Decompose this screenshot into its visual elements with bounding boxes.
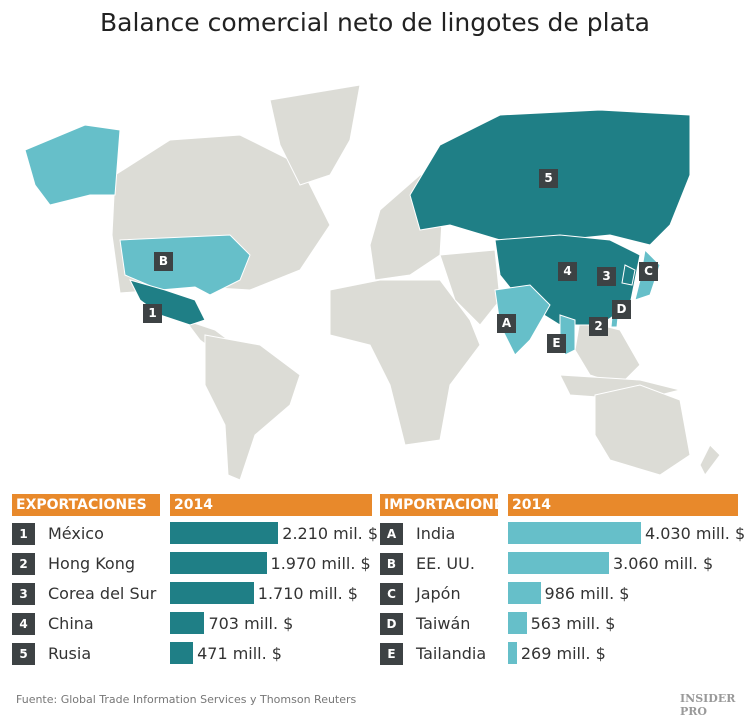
exports-header: EXPORTACIONES	[12, 494, 160, 516]
map-marker-C: C	[639, 262, 658, 281]
country-name: Tailandia	[416, 644, 487, 663]
table-row: 4 China 703 mill. $	[0, 609, 750, 639]
table-row: 3 Corea del Sur 1.710 mill. $	[0, 579, 750, 609]
rank-badge: 2	[12, 553, 35, 575]
value-label: 1.970 mill. $	[270, 554, 371, 573]
bar	[170, 582, 254, 604]
rank-badge: C	[380, 583, 403, 605]
value-label: 986 mill. $	[544, 584, 630, 603]
world-map	[24, 84, 721, 481]
bar	[170, 552, 267, 574]
bar	[508, 642, 517, 664]
korea	[621, 264, 636, 286]
value-label: 703 mill. $	[208, 614, 294, 633]
rank-badge: 4	[12, 613, 35, 635]
alaska	[24, 124, 121, 206]
bar	[170, 612, 205, 634]
table-row: C Japón 986 mill. $	[0, 579, 750, 609]
country-name: Japón	[416, 584, 461, 603]
map-marker-A: A	[497, 314, 516, 333]
south-america	[204, 334, 301, 481]
map-marker-5: 5	[539, 169, 558, 188]
bar	[170, 642, 194, 664]
value-label: 563 mill. $	[530, 614, 616, 633]
rank-badge: D	[380, 613, 403, 635]
rank-badge: E	[380, 643, 403, 665]
new-zealand	[699, 444, 721, 476]
table-row: B EE. UU. 3.060 mill. $	[0, 549, 750, 579]
africa	[329, 279, 481, 446]
rank-badge: 1	[12, 523, 35, 545]
country-name: China	[48, 614, 94, 633]
value-label: 4.030 mill. $	[644, 524, 746, 543]
bar	[508, 582, 541, 604]
map-marker-B: B	[154, 252, 173, 271]
bar	[508, 612, 527, 634]
map-marker-3: 3	[597, 267, 616, 286]
mexico	[129, 279, 206, 326]
value-label: 1.710 mill. $	[257, 584, 358, 603]
value-label: 471 mill. $	[197, 644, 282, 663]
rank-badge: 5	[12, 643, 35, 665]
table-row: 5 Rusia 471 mill. $	[0, 639, 750, 669]
bar	[170, 522, 279, 544]
value-label: 2.210 mil. $	[282, 524, 378, 543]
country-name: India	[416, 524, 456, 543]
table-row: D Taiwán 563 mill. $	[0, 609, 750, 639]
imports-header: IMPORTACIONES	[380, 494, 514, 516]
table-row: 2 Hong Kong 1.970 mill. $	[0, 549, 750, 579]
country-name: EE. UU.	[416, 554, 475, 573]
value-label: 269 mill. $	[520, 644, 606, 663]
rank-badge: B	[380, 553, 403, 575]
map-marker-E: E	[547, 334, 566, 353]
insider-pro-logo: INSIDER PRO	[680, 692, 736, 718]
bar	[508, 522, 641, 544]
map-marker-D: D	[612, 300, 631, 319]
exports-year-header: 2014	[170, 494, 372, 516]
bar	[508, 552, 609, 574]
table-row: E Tailandia 269 mill. $	[0, 639, 750, 669]
table-row: A India 4.030 mill. $	[0, 519, 750, 549]
source-note: Fuente: Global Trade Information Service…	[16, 693, 357, 706]
country-name: Hong Kong	[48, 554, 135, 573]
usa	[119, 234, 251, 296]
page-title: Balance comercial neto de lingotes de pl…	[99, 8, 651, 37]
country-name: Corea del Sur	[48, 584, 157, 603]
value-label: 3.060 mill. $	[612, 554, 714, 573]
imports-year-header: 2014	[508, 494, 738, 516]
rank-badge: A	[380, 523, 403, 545]
australia	[594, 384, 691, 476]
rank-badge: 3	[12, 583, 35, 605]
country-name: México	[48, 524, 104, 543]
middle-east	[439, 249, 501, 326]
greenland	[269, 84, 361, 186]
country-name: Rusia	[48, 644, 92, 663]
map-marker-4: 4	[558, 262, 577, 281]
map-marker-2: 2	[589, 317, 608, 336]
table-row: 1 México 2.210 mil. $	[0, 519, 750, 549]
country-name: Taiwán	[416, 614, 471, 633]
map-marker-1: 1	[143, 304, 162, 323]
